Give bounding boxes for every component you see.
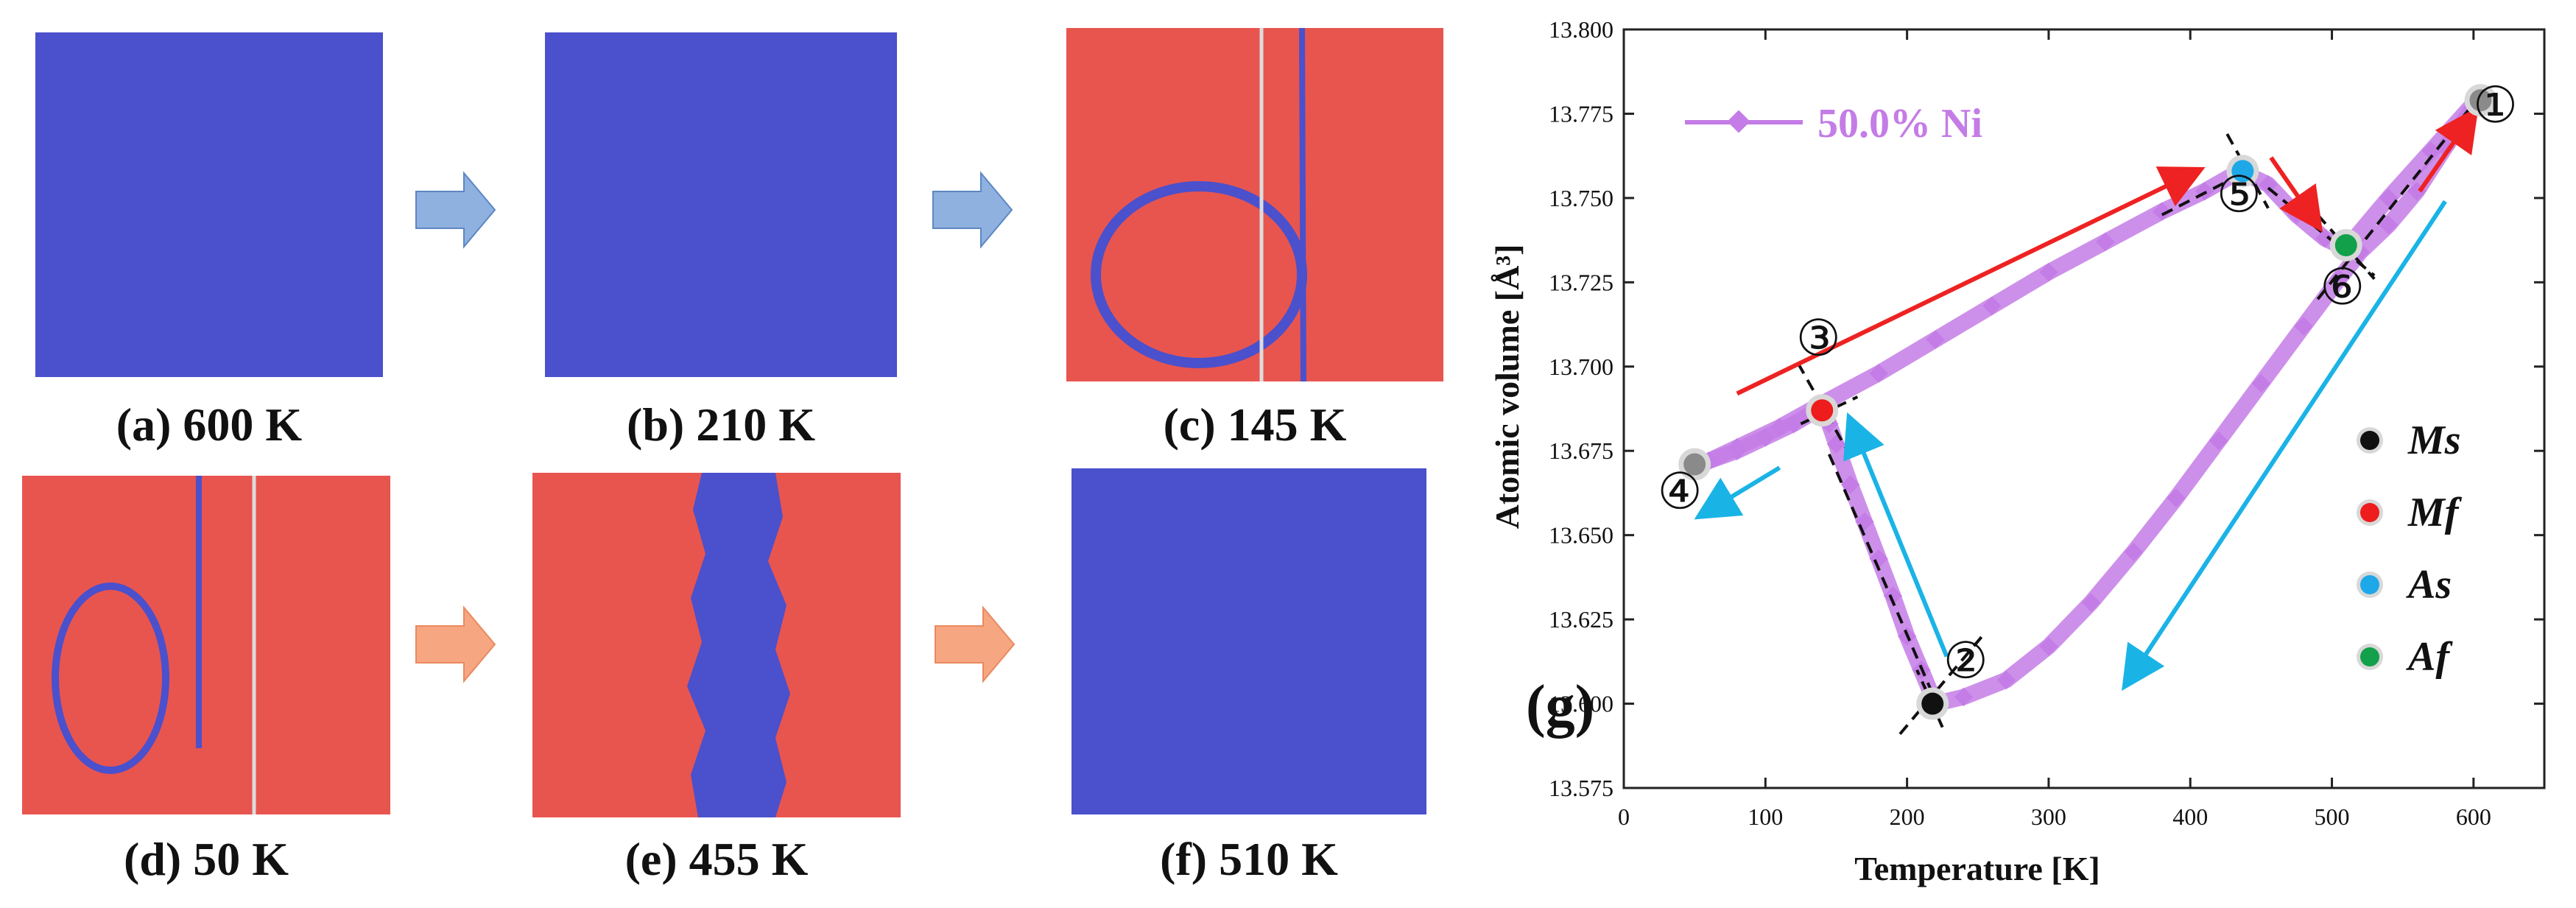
panel-f-image	[1071, 468, 1426, 814]
x-tick-label: 400	[2172, 803, 2208, 830]
legend-label-As: As	[2406, 562, 2452, 608]
red-process-arrow	[2269, 156, 2323, 233]
panel-c-structure	[1091, 28, 1307, 381]
series-legend-label: 50.0% Ni	[1817, 101, 1982, 147]
transition-point-②	[1921, 692, 1944, 715]
chart-title: (g)	[1526, 674, 1594, 739]
point-number-label: ③	[1796, 310, 1841, 366]
y-tick-label: 13.775	[1549, 100, 1613, 127]
y-tick-label: 13.750	[1549, 185, 1613, 211]
panel-d-structure	[52, 476, 256, 814]
transition-point-⑤	[2231, 160, 2254, 183]
transition-point-①	[2469, 89, 2492, 112]
panel-d-image	[22, 476, 390, 814]
y-tick-label: 13.650	[1549, 522, 1613, 549]
plot-frame	[1622, 28, 2546, 789]
legend-label-Af: Af	[2406, 634, 2453, 680]
legend-marker-As	[2360, 575, 2379, 594]
tangent-line	[1898, 632, 1986, 736]
legend-label-Ms: Ms	[2407, 418, 2461, 463]
legend-marker-Ms	[2360, 431, 2379, 450]
x-tick-label: 0	[1618, 803, 1630, 830]
transition-point-④	[1683, 453, 1706, 476]
y-tick-label: 13.800	[1549, 16, 1613, 43]
cyan-process-arrow	[1843, 412, 1949, 658]
tangent-line	[1828, 454, 1937, 701]
panel-c-caption: (c) 145 K	[1163, 398, 1347, 451]
panel-f-caption: (f) 510 K	[1160, 833, 1338, 885]
x-tick-label: 300	[2031, 803, 2066, 830]
y-tick-label: 13.725	[1549, 269, 1613, 295]
tangent-line	[2316, 102, 2475, 300]
panel-d-caption: (d) 50 K	[124, 833, 289, 885]
data-point	[1770, 418, 1790, 437]
legend-marker-Af	[2360, 647, 2379, 666]
panel-e-image	[532, 473, 901, 817]
transition-point-③	[1811, 399, 1834, 422]
series-legend: 50.0% Ni	[1685, 101, 1982, 147]
x-tick-label: 500	[2315, 803, 2350, 830]
point-number-label: ④	[1658, 464, 1703, 520]
y-tick-label: 13.700	[1549, 353, 1613, 380]
panel-a-caption: (a) 600 K	[116, 398, 303, 451]
legend-marker-Mf	[2360, 503, 2379, 522]
x-tick-label: 600	[2456, 803, 2491, 830]
panel-b-caption: (b) 210 K	[627, 398, 815, 451]
atomic-volume-chart: 0 100 200 300 400 500 600 13.575 13.600 13.625 13.…	[1488, 16, 2546, 887]
data-point	[2081, 593, 2101, 612]
cyan-process-arrow	[2122, 200, 2447, 691]
y-tick-label: 13.625	[1549, 606, 1613, 633]
data-point	[1883, 586, 1903, 605]
data-point	[2251, 373, 2271, 393]
cyan-process-arrow	[1694, 465, 1781, 520]
data-point	[2379, 215, 2399, 235]
panel-b-image	[545, 32, 897, 377]
point-number-label: ⑥	[2320, 259, 2365, 315]
transition-point-⑥	[2334, 233, 2357, 256]
y-tick-label: 13.675	[1549, 437, 1613, 464]
point-legend: Ms Mf As Af	[2357, 418, 2463, 680]
red-process-arrow	[1736, 166, 2206, 396]
x-tick-label: 200	[1890, 803, 1925, 830]
panel-e-structure	[687, 473, 790, 817]
arrow-e-to-f	[935, 605, 1016, 683]
y-tick-label: 13.575	[1549, 775, 1613, 801]
x-axis-label: Temperature [K]	[1854, 850, 2100, 887]
data-point	[1954, 687, 1974, 707]
panel-c-image	[1066, 28, 1443, 381]
arrow-a-to-b	[415, 171, 496, 249]
y-tick-label: 13.600	[1549, 691, 1613, 717]
red-process-arrow	[2418, 106, 2479, 193]
x-tick-label: 100	[1748, 803, 1783, 830]
legend-label-Mf: Mf	[2407, 490, 2463, 535]
arrow-d-to-e	[415, 605, 496, 683]
panel-e-caption: (e) 455 K	[624, 833, 809, 885]
point-number-label: ②	[1943, 633, 1988, 689]
arrow-b-to-c	[932, 171, 1013, 249]
y-axis-label: Atomic volume [Å³]	[1488, 244, 1526, 529]
series-line-cooling	[1927, 99, 2482, 712]
point-number-label: ①	[2473, 77, 2518, 133]
point-number-label: ⑤	[2217, 166, 2262, 222]
panel-a-image	[35, 32, 383, 377]
